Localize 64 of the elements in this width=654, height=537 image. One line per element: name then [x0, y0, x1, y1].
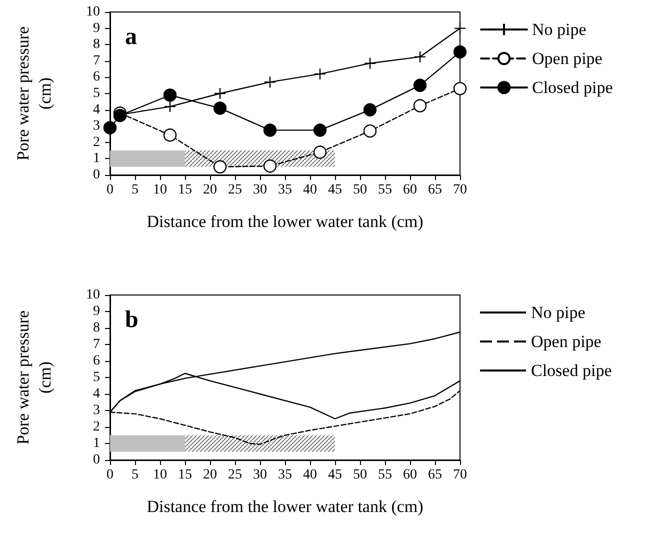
x-tick-label: 0 — [106, 182, 114, 198]
x-tick-label: 25 — [228, 468, 242, 482]
x-tick-label: 50 — [353, 182, 367, 198]
y-tick-label: 4 — [93, 102, 100, 118]
x-tick-label: 25 — [228, 182, 242, 198]
x-tick-label: 50 — [353, 468, 367, 482]
x-tick-label: 60 — [403, 182, 417, 198]
y-tick-label: 1 — [93, 151, 100, 166]
x-tick-label: 10 — [153, 468, 167, 482]
x-tick-label: 65 — [428, 468, 442, 482]
legend-label: Open pipe — [532, 49, 602, 68]
x-tick-label: 65 — [428, 182, 442, 198]
x-tick-label: 70 — [453, 468, 467, 482]
x-tick-label: 10 — [153, 182, 167, 198]
y-tick-label: 3 — [93, 118, 100, 134]
x-tick-label: 55 — [378, 182, 392, 198]
y-tick-label: 10 — [86, 288, 100, 302]
x-tick-label: 30 — [253, 468, 267, 482]
y-tick-label: 3 — [93, 403, 100, 418]
y-tick-label: 2 — [93, 134, 100, 150]
x-tick-label: 45 — [328, 468, 342, 482]
x-axis-title: Distance from the lower water tank (cm) — [146, 497, 424, 516]
y-tick-label: 5 — [93, 86, 100, 101]
y-tick-label: 1 — [93, 436, 100, 451]
x-tick-label: 60 — [403, 468, 417, 482]
y-tick-label: 2 — [93, 420, 100, 434]
x-axis-title: Distance from the lower water tank (cm) — [146, 212, 424, 231]
text: a — [125, 24, 137, 50]
x-tick-label: 20 — [203, 468, 217, 482]
y-tick-label: 7 — [93, 337, 100, 352]
legend-label: Closed pipe — [531, 361, 612, 380]
y-axis-title: Pore water pressure (cm) — [14, 26, 54, 161]
y-tick-label: 4 — [93, 386, 100, 402]
x-tick-label: 15 — [178, 468, 192, 482]
x-tick-label: 35 — [278, 182, 292, 198]
x-tick-label: 35 — [278, 468, 292, 482]
legend-label: Closed pipe — [532, 78, 613, 97]
y-tick-label: 10 — [86, 4, 100, 20]
x-tick-label: 45 — [328, 182, 342, 198]
text: b — [125, 307, 138, 333]
y-tick-label: 6 — [93, 354, 100, 368]
y-tick-label: 8 — [93, 37, 100, 52]
x-tick-label: 15 — [178, 182, 192, 198]
x-tick-label: 5 — [132, 468, 138, 482]
legend-label: Open pipe — [531, 332, 602, 351]
y-tick-label: 7 — [93, 53, 100, 68]
x-tick-label: 30 — [253, 182, 267, 198]
x-tick-label: 40 — [303, 468, 317, 482]
y-axis-title: Pore water pressure (cm) — [14, 310, 54, 445]
x-tick-label: 55 — [378, 468, 392, 482]
x-tick-label: 5 — [132, 182, 138, 198]
x-tick-label: 20 — [203, 182, 217, 198]
y-tick-label: 9 — [93, 304, 100, 319]
y-tick-label: 0 — [93, 452, 100, 468]
legend-label: No pipe — [532, 20, 586, 39]
legend-label: No pipe — [531, 303, 586, 322]
x-tick-label: 40 — [303, 182, 317, 198]
x-tick-label: 70 — [453, 182, 467, 198]
y-tick-label: 8 — [93, 320, 100, 336]
y-tick-label: 0 — [93, 168, 100, 182]
y-tick-label: 6 — [93, 70, 100, 85]
y-tick-label: 9 — [93, 20, 100, 36]
x-tick-label: 0 — [106, 468, 114, 482]
y-tick-label: 5 — [93, 370, 100, 385]
